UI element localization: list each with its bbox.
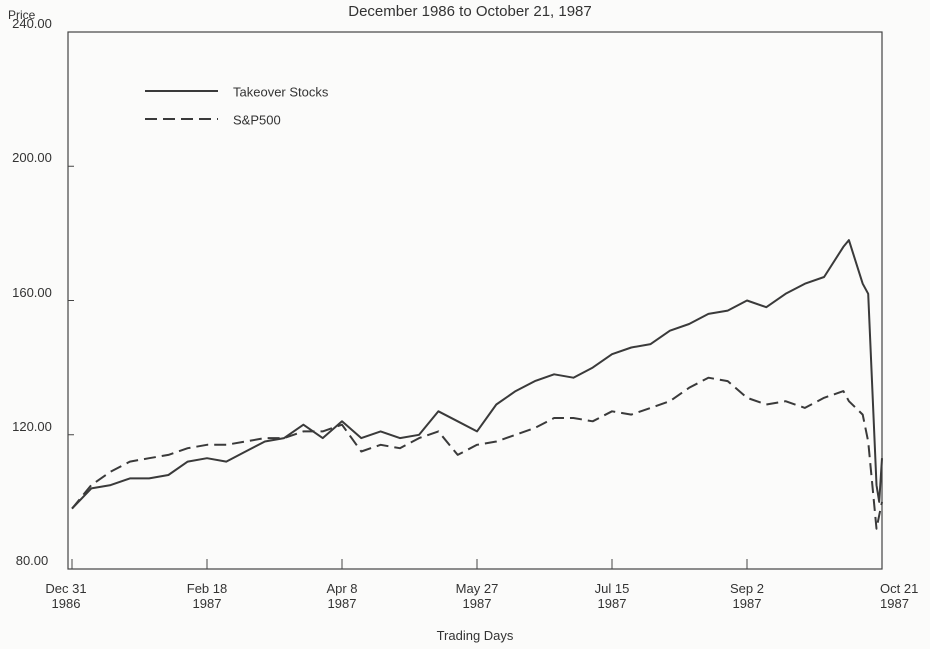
y-tick-label: 160.00: [12, 284, 52, 300]
plot-frame: [67, 31, 883, 570]
x-tick-label: Apr 8 1987: [326, 581, 358, 611]
legend-label: Takeover Stocks: [233, 84, 329, 99]
x-axis-label: Trading Days: [436, 628, 514, 643]
x-tick-label: Oct 21 1987: [880, 581, 919, 611]
x-tick-label: Sep 2 1987: [730, 581, 764, 611]
chart-title: December 1986 to October 21, 1987: [348, 3, 592, 20]
legend-label: S&P500: [233, 112, 281, 127]
y-tick-label: 120.00: [12, 418, 52, 434]
y-axis-label: Price: [8, 8, 36, 22]
y-tick-label: 200.00: [12, 150, 52, 166]
x-tick-label: May 27 1987: [455, 581, 499, 611]
x-tick-label: Feb 18 1987: [186, 581, 228, 611]
data-line: [71, 239, 883, 510]
x-tick-label: Dec 31 1986: [45, 581, 87, 611]
y-tick-label: 240.00: [12, 16, 52, 31]
y-tick-label: 80.00: [15, 553, 49, 568]
data-line: [71, 376, 883, 530]
x-tick-label: Jul 15 1987: [594, 581, 630, 611]
